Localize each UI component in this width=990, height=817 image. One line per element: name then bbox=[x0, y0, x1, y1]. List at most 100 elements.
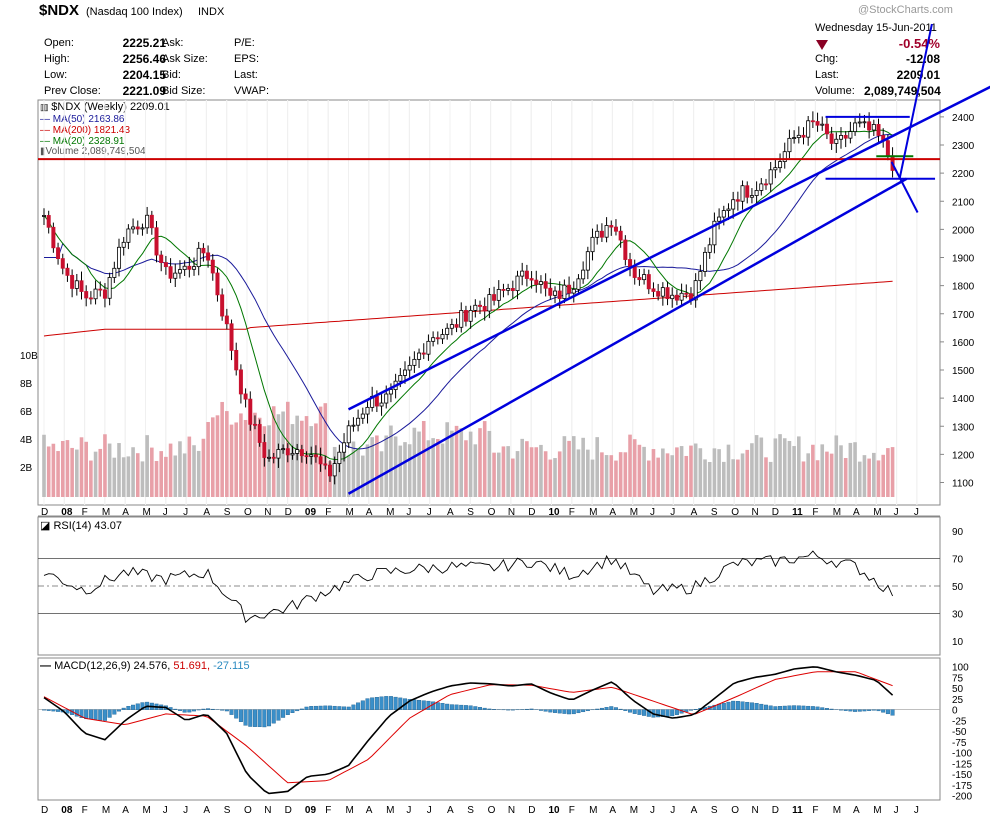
price-panel-frame bbox=[37, 99, 941, 506]
macd-histogram-bar bbox=[688, 709, 693, 711]
candle-body bbox=[46, 215, 51, 228]
volume-bar bbox=[65, 440, 70, 497]
volume-bar bbox=[825, 451, 829, 497]
quote-label: Prev Close: bbox=[44, 85, 101, 97]
candle-body bbox=[65, 267, 70, 276]
candle-body bbox=[806, 120, 811, 138]
candle-body bbox=[243, 393, 248, 400]
candle-body bbox=[778, 161, 783, 169]
volume-bar bbox=[595, 437, 600, 497]
candle-body bbox=[482, 306, 487, 312]
volume-bar bbox=[412, 427, 417, 497]
volume-bar bbox=[525, 441, 529, 497]
month-tick: D bbox=[41, 805, 48, 816]
candle-body bbox=[693, 280, 698, 301]
quote-panel: Open: 2225.21 High: 2256.46 Low: 2204.15 Prev … bbox=[44, 36, 954, 99]
volume-bar bbox=[131, 447, 135, 497]
month-tick: J bbox=[894, 805, 899, 816]
macd-histogram-bar bbox=[393, 696, 398, 710]
rsi-label: ◪ RSI(14) 43.07 bbox=[40, 520, 122, 532]
macd-histogram-bar bbox=[267, 709, 272, 727]
candle-body bbox=[534, 279, 539, 285]
macd-histogram-bar bbox=[557, 709, 562, 714]
macd-histogram-bar bbox=[131, 704, 136, 710]
volume-bar bbox=[360, 455, 365, 497]
volume-bar bbox=[876, 460, 881, 497]
candle-body bbox=[257, 424, 262, 443]
legend-volume-label: Volume 2,089,749,504 bbox=[45, 146, 146, 157]
volume-bar bbox=[473, 444, 478, 497]
macd-histogram-bar bbox=[440, 703, 445, 710]
macd-histogram-bar bbox=[853, 709, 858, 712]
macd-histogram-bar bbox=[829, 708, 834, 710]
volume-bar bbox=[253, 412, 257, 497]
candle-body bbox=[871, 124, 876, 131]
volume-bar bbox=[407, 444, 412, 497]
candle-body bbox=[215, 272, 220, 296]
channel-lower-line bbox=[347, 177, 908, 495]
candle-body bbox=[824, 123, 829, 135]
volume-bar bbox=[543, 451, 548, 497]
macd-y-tick: -200 bbox=[952, 792, 972, 803]
volume-bar bbox=[173, 455, 178, 497]
month-tick: O bbox=[488, 805, 496, 816]
candle-body bbox=[524, 270, 529, 279]
quote-label: Volume: bbox=[815, 85, 855, 97]
quote-value: 2221.09 bbox=[122, 84, 166, 98]
candle-body bbox=[590, 236, 595, 253]
volume-bar bbox=[107, 443, 112, 497]
candle-body bbox=[613, 226, 618, 232]
macd-histogram-bar bbox=[88, 709, 93, 720]
month-tick: M bbox=[143, 507, 151, 518]
price-y-tick: 2100 bbox=[952, 197, 975, 208]
quote-label: P/E: bbox=[234, 37, 255, 49]
volume-bar bbox=[426, 440, 431, 497]
candle-body bbox=[651, 288, 656, 292]
legend-ma200: — MA(200) 1821.43 bbox=[40, 125, 131, 136]
month-tick: 11 bbox=[792, 805, 803, 816]
month-tick: A bbox=[366, 805, 373, 816]
candle-body bbox=[374, 395, 379, 407]
macd-histogram-bar bbox=[182, 709, 187, 713]
macd-histogram-bar bbox=[426, 700, 431, 710]
month-tick: D bbox=[528, 507, 535, 518]
volume-bar bbox=[721, 461, 726, 497]
volume-bar bbox=[628, 434, 632, 497]
legend-ma20: — MA(20) 2328.91 bbox=[40, 136, 125, 147]
volume-bar bbox=[89, 460, 93, 497]
candle-body bbox=[435, 337, 440, 340]
macd-histogram-bar bbox=[857, 709, 862, 712]
volume-bar bbox=[726, 444, 731, 497]
candle-body bbox=[102, 289, 107, 299]
volume-bar bbox=[651, 449, 656, 497]
volume-tick-label: 4B bbox=[20, 435, 33, 446]
quote-value: 2256.46 bbox=[122, 52, 166, 66]
volume-bar bbox=[501, 446, 506, 497]
volume-bar bbox=[689, 445, 693, 497]
volume-bar bbox=[506, 446, 510, 497]
month-tick: M bbox=[346, 507, 354, 518]
macd-histogram-bar bbox=[867, 709, 872, 711]
candle-body bbox=[759, 183, 764, 191]
candle-body bbox=[665, 287, 670, 300]
macd-histogram-bar bbox=[871, 709, 876, 711]
price-y-tick: 2200 bbox=[952, 169, 975, 180]
volume-bar bbox=[534, 447, 539, 497]
quote-label: Chg: bbox=[815, 53, 839, 65]
volume-bar bbox=[384, 435, 389, 497]
month-tick: N bbox=[752, 507, 759, 518]
volume-bar bbox=[225, 411, 229, 497]
month-tick: D bbox=[528, 805, 535, 816]
candle-body bbox=[801, 134, 806, 138]
macd-histogram-bar bbox=[318, 705, 323, 710]
candle-body bbox=[173, 272, 178, 279]
volume-bar bbox=[553, 458, 557, 497]
candle-body bbox=[449, 324, 454, 329]
candle-body bbox=[656, 291, 661, 297]
candle-body bbox=[126, 228, 131, 243]
macd-histogram-bar bbox=[843, 709, 848, 711]
volume-bar bbox=[243, 419, 248, 497]
month-tick: M bbox=[386, 805, 394, 816]
month-tick: J bbox=[163, 507, 168, 518]
